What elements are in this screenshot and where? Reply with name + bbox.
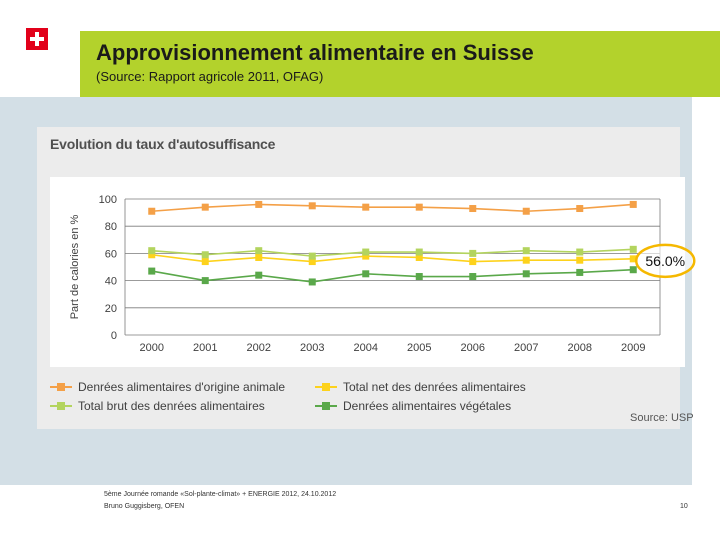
legend-item: Total brut des denrées alimentaires xyxy=(50,397,265,415)
legend-item: Denrées alimentaires végétales xyxy=(315,397,511,415)
y-tick-label: 60 xyxy=(105,248,117,260)
data-point xyxy=(362,203,370,211)
series-line xyxy=(151,203,634,213)
data-point xyxy=(148,207,156,215)
legend-marker-icon xyxy=(50,402,72,410)
x-tick-label: 2007 xyxy=(514,342,538,354)
x-tick-label: 2005 xyxy=(407,342,431,354)
data-point xyxy=(629,245,637,253)
data-point xyxy=(629,200,637,208)
data-point xyxy=(576,248,584,256)
data-point xyxy=(415,273,423,281)
data-point xyxy=(201,277,209,285)
legend-marker-icon xyxy=(315,402,337,410)
highlight-label: 56.0% xyxy=(645,253,685,269)
y-tick-label: 0 xyxy=(111,330,117,342)
data-point xyxy=(201,258,209,266)
data-point xyxy=(522,207,530,215)
data-point xyxy=(469,205,477,213)
legend-item: Total net des denrées alimentaires xyxy=(315,378,526,396)
line-chart: 0 20 40 60 80 100 2000 2001 2002 2003 2004 2005 2006… xyxy=(69,194,696,354)
y-tick-label: 40 xyxy=(105,276,117,288)
data-point xyxy=(522,247,530,255)
chart-title: Evolution du taux d'autosuffisance xyxy=(50,136,276,152)
data-point xyxy=(469,258,477,266)
x-tick-label: 2002 xyxy=(247,342,271,354)
data-point xyxy=(308,278,316,286)
legend-label: Denrées alimentaires d'origine animale xyxy=(78,380,286,394)
data-point xyxy=(308,252,316,260)
data-point xyxy=(255,200,263,208)
legend-marker-icon xyxy=(50,383,72,391)
slide-title: Approvisionnement alimentaire en Suisse xyxy=(96,40,534,65)
data-point xyxy=(629,266,637,274)
legend-marker-icon xyxy=(315,383,337,391)
data-point xyxy=(362,252,370,260)
data-point xyxy=(201,251,209,259)
y-tick-label: 100 xyxy=(99,194,117,206)
data-point xyxy=(255,253,263,261)
x-tick-label: 2009 xyxy=(621,342,645,354)
x-tick-label: 2004 xyxy=(354,342,378,354)
legend-item: Denrées alimentaires d'origine animale xyxy=(50,378,285,396)
series-line xyxy=(151,253,634,263)
data-point xyxy=(629,255,637,263)
data-point xyxy=(576,268,584,276)
y-tick-label: 20 xyxy=(105,303,117,315)
data-point xyxy=(469,249,477,257)
data-point xyxy=(255,247,263,255)
data-point xyxy=(362,248,370,256)
data-point xyxy=(308,258,316,266)
x-tick-label: 2003 xyxy=(300,342,324,354)
data-point xyxy=(148,267,156,275)
data-point xyxy=(415,248,423,256)
footer-author: Bruno Guggisberg, OFEN xyxy=(104,503,185,510)
swiss-cross-icon xyxy=(26,28,48,50)
data-point xyxy=(522,270,530,278)
page-number: 10 xyxy=(680,503,688,510)
legend-label: Denrées alimentaires végétales xyxy=(343,399,512,413)
data-point xyxy=(576,205,584,213)
y-tick-label: 80 xyxy=(105,221,117,233)
data-point xyxy=(308,202,316,210)
data-point xyxy=(148,247,156,255)
x-tick-label: 2008 xyxy=(568,342,592,354)
source-label: Source: USP xyxy=(630,412,694,424)
data-point xyxy=(576,256,584,264)
series-line xyxy=(151,268,634,283)
x-tick-label: 2000 xyxy=(140,342,164,354)
data-point xyxy=(522,256,530,264)
x-tick-label: 2001 xyxy=(193,342,217,354)
data-point xyxy=(415,203,423,211)
data-point xyxy=(148,251,156,259)
data-point xyxy=(362,270,370,278)
slide-subtitle: (Source: Rapport agricole 2011, OFAG) xyxy=(96,69,324,84)
footer-event: 5ème Journée romande «Sol-plante-climat»… xyxy=(104,491,337,498)
legend-label: Total brut des denrées alimentaires xyxy=(78,399,265,413)
chart-legend: Denrées alimentaires d'origine animale To… xyxy=(50,378,680,423)
data-point xyxy=(255,271,263,279)
legend-label: Total net des denrées alimentaires xyxy=(343,380,526,394)
x-tick-label: 2006 xyxy=(461,342,485,354)
data-point xyxy=(201,203,209,211)
data-point xyxy=(469,273,477,281)
series-line xyxy=(151,248,634,257)
data-point xyxy=(415,253,423,261)
y-axis-label: Part de calories en % xyxy=(69,215,81,320)
highlight-ring xyxy=(635,243,696,279)
title-band xyxy=(80,31,720,97)
